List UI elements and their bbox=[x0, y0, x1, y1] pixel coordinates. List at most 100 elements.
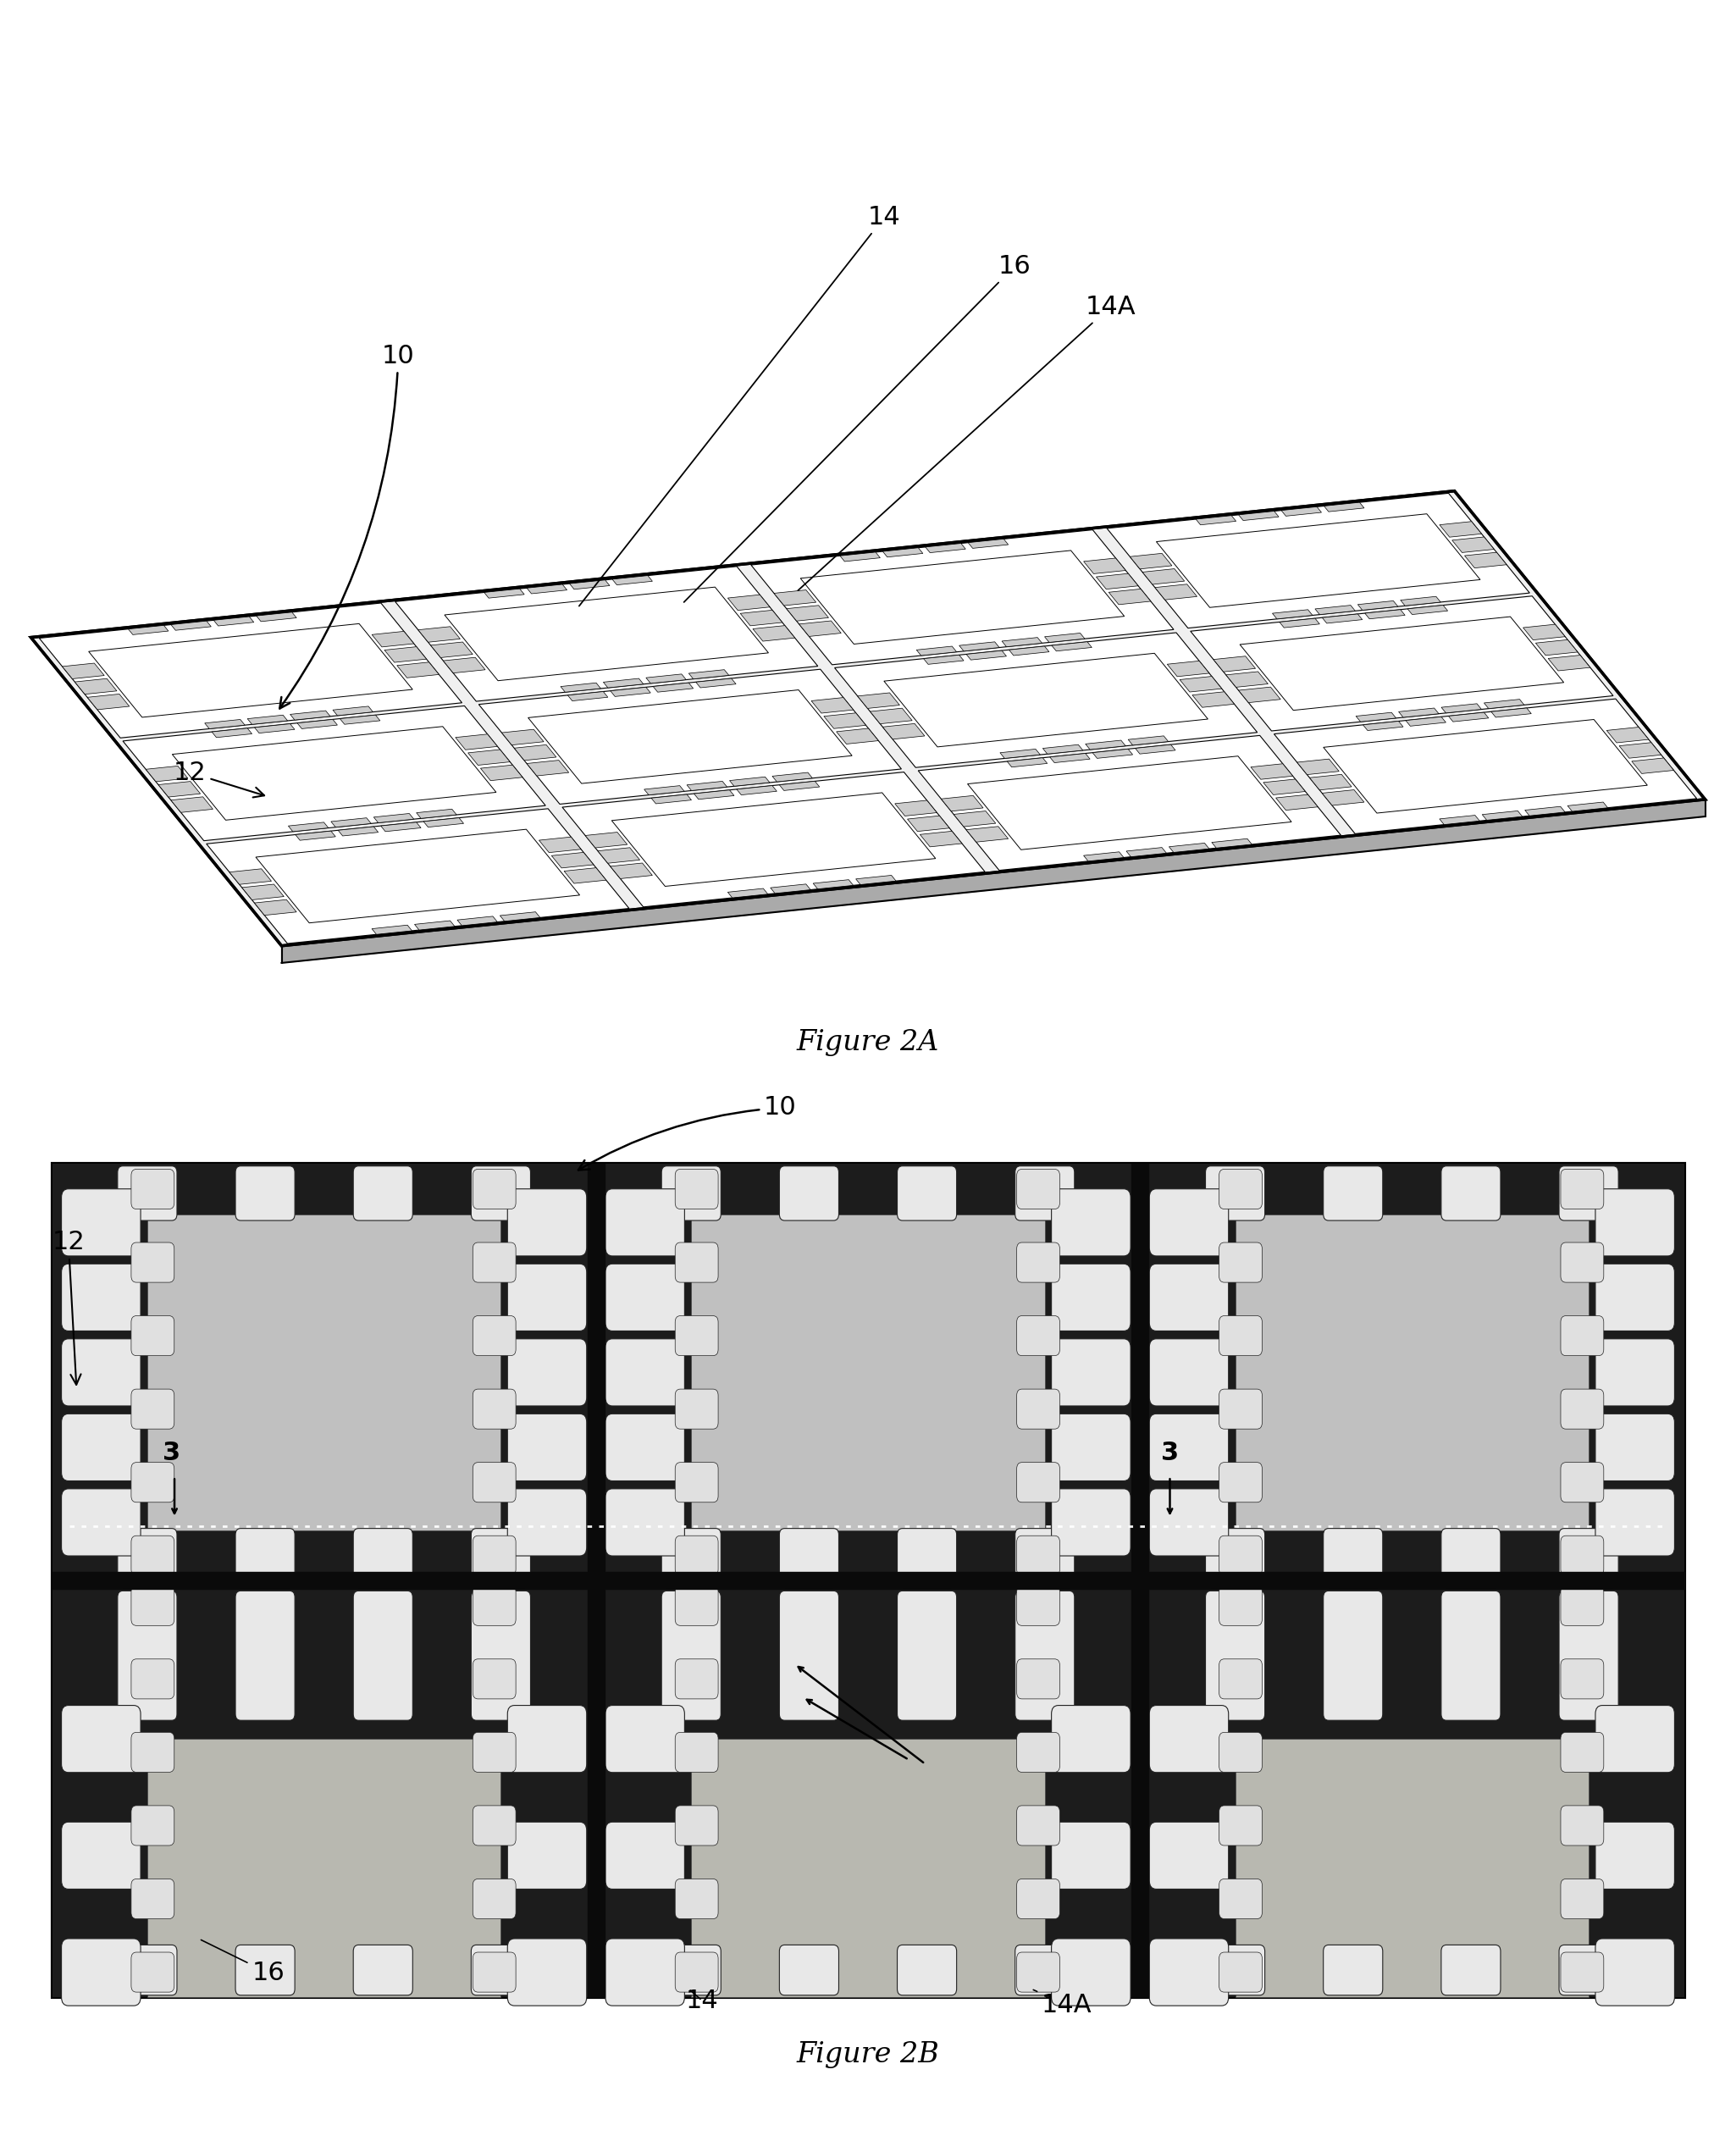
Polygon shape bbox=[1130, 553, 1172, 568]
Polygon shape bbox=[500, 912, 540, 921]
FancyBboxPatch shape bbox=[661, 1946, 720, 1995]
Polygon shape bbox=[333, 707, 373, 716]
FancyBboxPatch shape bbox=[1016, 1166, 1075, 1220]
FancyBboxPatch shape bbox=[1561, 1805, 1604, 1846]
FancyBboxPatch shape bbox=[1441, 1946, 1500, 1995]
FancyBboxPatch shape bbox=[1052, 1705, 1130, 1773]
Polygon shape bbox=[561, 684, 601, 692]
Polygon shape bbox=[424, 818, 464, 827]
Polygon shape bbox=[1483, 812, 1522, 820]
Polygon shape bbox=[1363, 722, 1403, 731]
Text: 10: 10 bbox=[578, 1096, 797, 1171]
Polygon shape bbox=[1156, 515, 1481, 607]
Polygon shape bbox=[1238, 688, 1281, 703]
Polygon shape bbox=[1401, 596, 1441, 607]
Polygon shape bbox=[1135, 745, 1175, 754]
FancyBboxPatch shape bbox=[472, 1585, 516, 1625]
Polygon shape bbox=[1083, 852, 1123, 861]
Polygon shape bbox=[1309, 775, 1352, 790]
FancyBboxPatch shape bbox=[1219, 1243, 1262, 1282]
Bar bbox=[1141, 1581, 1684, 1997]
FancyBboxPatch shape bbox=[1219, 1660, 1262, 1698]
Polygon shape bbox=[884, 654, 1208, 748]
Polygon shape bbox=[604, 679, 644, 688]
FancyBboxPatch shape bbox=[132, 1536, 174, 1576]
Polygon shape bbox=[1264, 780, 1305, 795]
FancyBboxPatch shape bbox=[1219, 1388, 1262, 1429]
Polygon shape bbox=[75, 679, 116, 694]
Polygon shape bbox=[1522, 624, 1566, 641]
Polygon shape bbox=[585, 833, 627, 848]
FancyBboxPatch shape bbox=[675, 1168, 719, 1209]
FancyBboxPatch shape bbox=[472, 1880, 516, 1918]
FancyBboxPatch shape bbox=[132, 1463, 174, 1502]
Polygon shape bbox=[1325, 502, 1364, 513]
Polygon shape bbox=[1406, 718, 1446, 726]
FancyBboxPatch shape bbox=[661, 1529, 720, 1579]
Polygon shape bbox=[1549, 656, 1590, 671]
Bar bbox=[691, 1739, 1045, 1997]
FancyBboxPatch shape bbox=[1561, 1168, 1604, 1209]
FancyBboxPatch shape bbox=[61, 1822, 141, 1888]
FancyBboxPatch shape bbox=[1149, 1339, 1229, 1405]
FancyBboxPatch shape bbox=[1595, 1939, 1675, 2006]
Polygon shape bbox=[1399, 707, 1439, 718]
FancyBboxPatch shape bbox=[1149, 1414, 1229, 1480]
Polygon shape bbox=[941, 795, 983, 812]
FancyBboxPatch shape bbox=[1052, 1822, 1130, 1888]
Text: 3: 3 bbox=[161, 1440, 181, 1465]
FancyBboxPatch shape bbox=[606, 1190, 684, 1256]
FancyBboxPatch shape bbox=[354, 1166, 413, 1220]
Polygon shape bbox=[170, 622, 212, 630]
Polygon shape bbox=[960, 641, 1000, 651]
Polygon shape bbox=[89, 624, 413, 718]
Polygon shape bbox=[687, 782, 727, 790]
Polygon shape bbox=[479, 669, 901, 803]
FancyBboxPatch shape bbox=[1017, 1732, 1059, 1773]
FancyBboxPatch shape bbox=[1052, 1265, 1130, 1331]
Polygon shape bbox=[774, 590, 816, 607]
FancyBboxPatch shape bbox=[354, 1946, 413, 1995]
Polygon shape bbox=[882, 724, 925, 739]
Polygon shape bbox=[953, 812, 996, 827]
Polygon shape bbox=[918, 735, 1340, 869]
FancyBboxPatch shape bbox=[1149, 1190, 1229, 1256]
FancyBboxPatch shape bbox=[1219, 1536, 1262, 1576]
FancyBboxPatch shape bbox=[1219, 1880, 1262, 1918]
FancyBboxPatch shape bbox=[1561, 1660, 1604, 1698]
FancyBboxPatch shape bbox=[1561, 1316, 1604, 1356]
Polygon shape bbox=[694, 790, 734, 799]
FancyBboxPatch shape bbox=[1016, 1529, 1075, 1579]
FancyBboxPatch shape bbox=[675, 1805, 719, 1846]
Polygon shape bbox=[752, 530, 1174, 664]
FancyBboxPatch shape bbox=[1017, 1952, 1059, 1993]
FancyBboxPatch shape bbox=[661, 1591, 720, 1719]
Polygon shape bbox=[1316, 604, 1356, 615]
Polygon shape bbox=[840, 553, 880, 562]
Polygon shape bbox=[481, 765, 523, 780]
Polygon shape bbox=[727, 889, 767, 897]
FancyBboxPatch shape bbox=[61, 1705, 141, 1773]
FancyBboxPatch shape bbox=[118, 1166, 177, 1220]
FancyBboxPatch shape bbox=[675, 1660, 719, 1698]
FancyBboxPatch shape bbox=[675, 1463, 719, 1502]
Polygon shape bbox=[1095, 575, 1139, 590]
Polygon shape bbox=[1281, 506, 1321, 517]
FancyBboxPatch shape bbox=[675, 1316, 719, 1356]
Polygon shape bbox=[332, 818, 372, 827]
Text: 16: 16 bbox=[684, 254, 1031, 602]
FancyBboxPatch shape bbox=[661, 1166, 720, 1220]
FancyBboxPatch shape bbox=[118, 1591, 177, 1719]
FancyBboxPatch shape bbox=[675, 1243, 719, 1282]
Text: 16: 16 bbox=[201, 1939, 285, 1984]
Polygon shape bbox=[1193, 692, 1234, 707]
Polygon shape bbox=[858, 692, 899, 709]
Polygon shape bbox=[1358, 600, 1397, 611]
Polygon shape bbox=[158, 782, 200, 797]
FancyBboxPatch shape bbox=[898, 1946, 957, 1995]
Polygon shape bbox=[771, 884, 811, 893]
Polygon shape bbox=[562, 771, 984, 908]
Polygon shape bbox=[1297, 758, 1338, 775]
Polygon shape bbox=[568, 692, 608, 701]
Text: 14: 14 bbox=[580, 205, 901, 607]
